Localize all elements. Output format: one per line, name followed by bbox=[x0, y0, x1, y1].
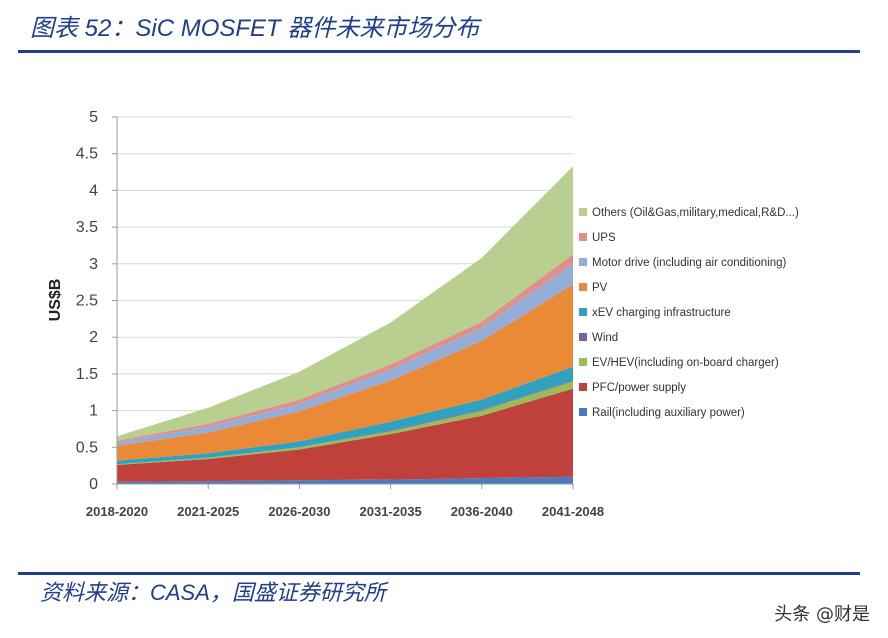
legend-swatch-1 bbox=[579, 383, 587, 391]
legend-label-8: Others (Oil&Gas,military,medical,R&D...) bbox=[592, 207, 799, 219]
legend-swatch-0 bbox=[579, 408, 587, 416]
footer-rule bbox=[18, 572, 860, 575]
area-series-0 bbox=[117, 476, 573, 484]
x-tick-labels: 2018-2020 2021-2025 2026-2030 2031-2035 2036… bbox=[86, 504, 604, 519]
header-rule bbox=[18, 50, 860, 53]
legend-label-1: PFC/power supply bbox=[592, 382, 686, 394]
y-axis-title: US$B bbox=[47, 279, 64, 322]
legend-swatch-6 bbox=[579, 258, 587, 266]
legend-swatch-4 bbox=[579, 308, 587, 316]
y-tick-labels: 0 0.5 1 1.5 2 2.5 3 3.5 4 4.5 5 bbox=[76, 109, 98, 493]
y-tick-label: 3.5 bbox=[76, 219, 98, 236]
watermark-text: 头条 @财是 bbox=[774, 604, 870, 625]
area-series-1 bbox=[117, 388, 573, 482]
source-note: 资料来源：CASA，国盛证券研究所 bbox=[40, 580, 386, 605]
legend-swatch-7 bbox=[579, 233, 587, 241]
legend-swatch-2 bbox=[579, 358, 587, 366]
legend-swatch-3 bbox=[579, 333, 587, 341]
legend-label-0: Rail(including auxiliary power) bbox=[592, 407, 745, 419]
legend-label-7: UPS bbox=[592, 232, 616, 244]
x-tick-label: 2041-2048 bbox=[542, 504, 604, 519]
axes bbox=[112, 116, 574, 489]
x-tick-label: 2021-2025 bbox=[177, 504, 239, 519]
y-tick-label: 5 bbox=[89, 109, 98, 126]
legend-label-4: xEV charging infrastructure bbox=[592, 307, 731, 319]
legend: Others (Oil&Gas,military,medical,R&D...)… bbox=[579, 207, 799, 419]
area-series-8 bbox=[117, 166, 573, 441]
y-tick-label: 1.5 bbox=[76, 366, 98, 383]
y-tick-label: 3 bbox=[89, 256, 98, 273]
figure-title: 图表 52：SiC MOSFET 器件未来市场分布 bbox=[30, 15, 480, 42]
area-chart: 0 0.5 1 1.5 2 2.5 3 3.5 4 4.5 5 2018-2020 2021-2025… bbox=[47, 109, 799, 519]
legend-swatch-8 bbox=[579, 208, 587, 216]
y-tick-label: 0.5 bbox=[76, 439, 98, 456]
x-tick-label: 2018-2020 bbox=[86, 504, 148, 519]
legend-swatch-5 bbox=[579, 283, 587, 291]
x-tick-label: 2026-2030 bbox=[268, 504, 330, 519]
y-tick-label: 2.5 bbox=[76, 293, 98, 310]
y-tick-label: 2 bbox=[89, 329, 98, 346]
y-tick-label: 4.5 bbox=[76, 146, 98, 163]
legend-label-5: PV bbox=[592, 282, 608, 294]
area-series-5 bbox=[117, 284, 573, 461]
legend-label-3: Wind bbox=[592, 332, 618, 344]
x-tick-label: 2036-2040 bbox=[451, 504, 513, 519]
x-tick-label: 2031-2035 bbox=[360, 504, 422, 519]
stacked-areas bbox=[117, 166, 573, 484]
y-tick-label: 1 bbox=[89, 403, 98, 420]
y-tick-label: 4 bbox=[89, 182, 98, 199]
legend-label-6: Motor drive (including air conditioning) bbox=[592, 257, 786, 269]
legend-label-2: EV/HEV(including on-board charger) bbox=[592, 357, 779, 369]
y-tick-label: 0 bbox=[89, 476, 98, 493]
